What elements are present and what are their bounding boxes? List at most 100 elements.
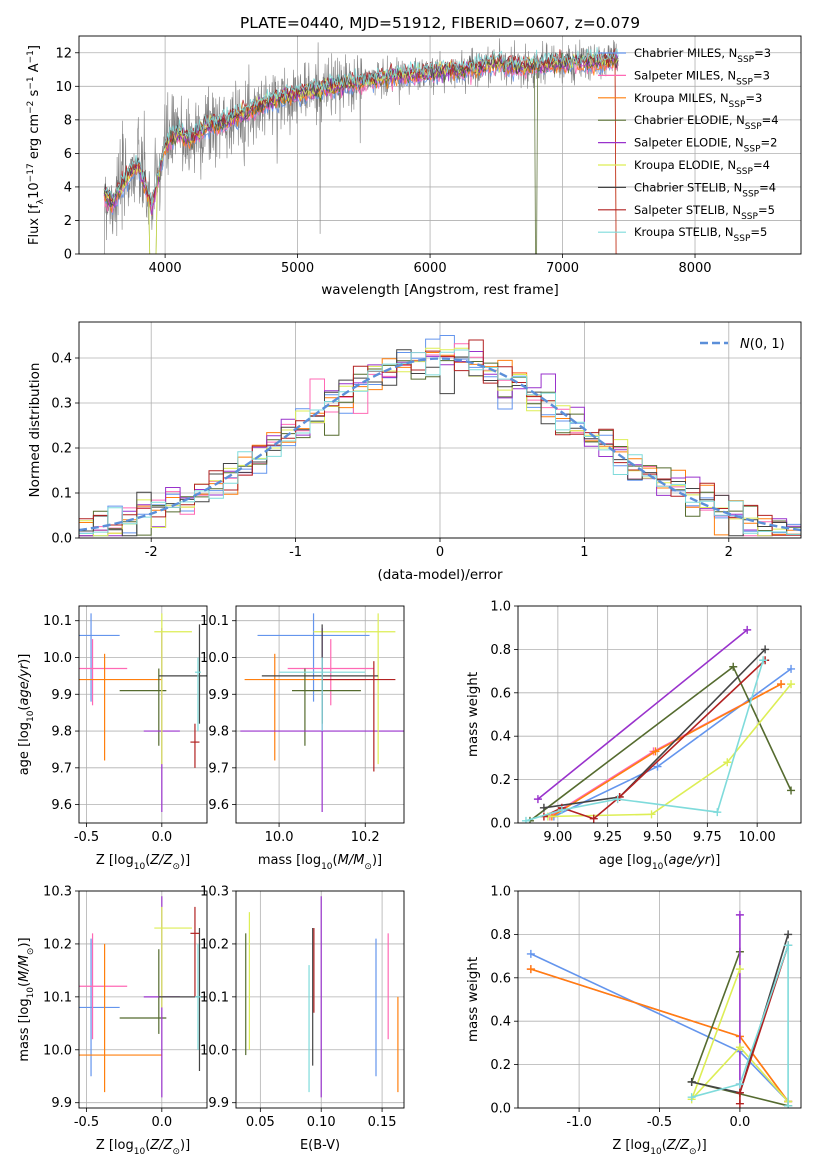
weight-marker: [713, 808, 722, 817]
x-axis-label: Z [log10(Z/Z⊙)]: [612, 1138, 706, 1157]
y-tick-label: 0.0: [490, 817, 511, 832]
y-tick-label: 0.1: [51, 487, 72, 502]
x-tick-label: 8000: [678, 261, 711, 276]
weight-line: [547, 683, 792, 818]
x-tick-label: 4000: [149, 261, 182, 276]
y-axis-label: mass weight: [465, 672, 481, 757]
weight-marker: [539, 803, 548, 812]
axes-frame: [78, 890, 208, 1109]
weight-marker: [784, 941, 793, 950]
weight-lines: [521, 625, 796, 823]
x-tick-label: -0.5: [647, 1115, 672, 1130]
x-tick-label: 0.0: [151, 1115, 172, 1130]
weight-marker: [653, 762, 662, 771]
weight-marker: [723, 758, 732, 767]
weight-line: [690, 968, 789, 1103]
legend-label: Kroupa STELIB, NSSP=5: [634, 225, 767, 244]
y-tick-label: 0.2: [490, 773, 511, 788]
y-tick-label: 10.1: [200, 990, 229, 1005]
x-axis-label: mass [log10(M/M⊙)]: [258, 853, 382, 872]
weight-marker: [729, 662, 738, 671]
axes-frame: [517, 605, 802, 824]
x-tick-label: 0.15: [368, 1115, 397, 1130]
y-tick-label: 0.2: [490, 1058, 511, 1073]
weight-marker: [784, 930, 793, 939]
errorbar-point: [190, 723, 200, 768]
errorbar-point: [79, 653, 162, 761]
x-tick-label: 10.0: [265, 830, 294, 845]
y-axis-label: age [log10(age/yr)]: [17, 654, 36, 776]
x-tick-label: 6000: [414, 261, 447, 276]
y-tick-label: 0.6: [490, 971, 511, 986]
y-tick-label: 10.1: [43, 614, 72, 629]
gaussian-curve: [79, 357, 801, 532]
x-tick-label: 9.50: [643, 830, 672, 845]
weight-line: [529, 665, 792, 822]
errorbar-marks: [240, 613, 404, 812]
weight-marker: [735, 965, 744, 974]
legend-label: Salpeter ELODIE, NSSP=2: [634, 136, 777, 155]
spectrum-panel: 4000 5000 6000 7000 8000 0 2 4 6 8 10 12 PLATE=0440,…: [26, 14, 802, 298]
y-tick-label: 9.6: [51, 798, 72, 813]
x-tick-label: -0.5: [74, 830, 99, 845]
y-tick-label: 10.2: [200, 937, 229, 952]
mass-vs-ebv-panel: 0.05 0.10 0.15 9.9 10.0 10.1 10.2 10.3 E(B-V): [200, 885, 405, 1153]
x-tick-label: 10.00: [739, 830, 776, 845]
legend: Chabrier MILES, NSSP=3 Salpeter MILES, NS…: [598, 46, 779, 244]
y-tick-label: 9.9: [208, 688, 229, 703]
weight-marker: [761, 645, 770, 654]
axes-frame: [78, 321, 802, 539]
y-tick-label: 9.7: [51, 761, 72, 776]
errorbar-point: [158, 624, 207, 724]
x-axis-label: wavelength [Angstrom, rest frame]: [321, 282, 559, 298]
weight-marker: [557, 805, 566, 814]
weight-marker: [787, 680, 796, 689]
weight-marker: [787, 786, 796, 795]
legend-label: Salpeter STELIB, NSSP=5: [634, 203, 775, 222]
weight-marker: [735, 1043, 744, 1052]
axes-frame: [517, 890, 802, 1109]
mass-weight-vs-metallicity-panel: -1.0 -0.5 0.0 0.0 0.2 0.4 0.6 0.8 1.0 Z [log10(Z/…: [465, 885, 802, 1157]
y-tick-label: 4: [64, 180, 72, 195]
y-tick-label: 12: [55, 46, 72, 61]
weight-marker: [651, 747, 660, 756]
y-tick-label: 10.3: [200, 885, 229, 900]
x-tick-label: -1: [289, 545, 302, 560]
weight-marker: [735, 1080, 744, 1089]
weight-marker: [687, 1093, 696, 1102]
y-tick-label: 1.0: [490, 600, 511, 615]
y-tick-label: 0.4: [490, 1015, 511, 1030]
y-tick-label: 10.1: [200, 614, 229, 629]
errorbar-point: [292, 668, 361, 746]
model-spectrum-line: [103, 47, 619, 207]
x-tick-label: 0.10: [307, 1115, 336, 1130]
errorbar-point: [257, 613, 370, 702]
y-tick-label: 9.8: [208, 725, 229, 740]
weight-marker: [526, 965, 535, 974]
weight-line: [691, 945, 789, 1106]
x-tick-label: 2: [725, 545, 733, 560]
x-tick-label: 0.05: [246, 1115, 275, 1130]
x-axis-label: Z [log10(Z/Z⊙)]: [96, 1138, 190, 1157]
y-tick-label: 9.9: [208, 1096, 229, 1111]
legend-label: Chabrier MILES, NSSP=3: [634, 46, 771, 65]
y-tick-label: 9.8: [51, 725, 72, 740]
errorbar-point: [190, 906, 200, 997]
y-tick-label: 9.9: [51, 1096, 72, 1111]
x-axis-label: age [log10(age/yr)]: [599, 853, 721, 872]
weight-marker: [735, 1088, 744, 1097]
weight-line: [537, 629, 748, 800]
weight-lines: [526, 910, 793, 1108]
errorbar-point: [119, 949, 167, 1034]
y-tick-label: 2: [64, 214, 72, 229]
y-tick-label: 10.3: [43, 885, 72, 900]
x-tick-label: 10.2: [351, 830, 380, 845]
weight-marker: [533, 795, 542, 804]
x-tick-label: -2: [145, 545, 158, 560]
x-tick-label: 0.0: [151, 830, 172, 845]
weight-marker: [647, 810, 656, 819]
weight-marker: [787, 664, 796, 673]
y-tick-label: 1.0: [490, 885, 511, 900]
x-tick-label: 9.00: [543, 830, 572, 845]
weight-marker: [589, 814, 598, 823]
